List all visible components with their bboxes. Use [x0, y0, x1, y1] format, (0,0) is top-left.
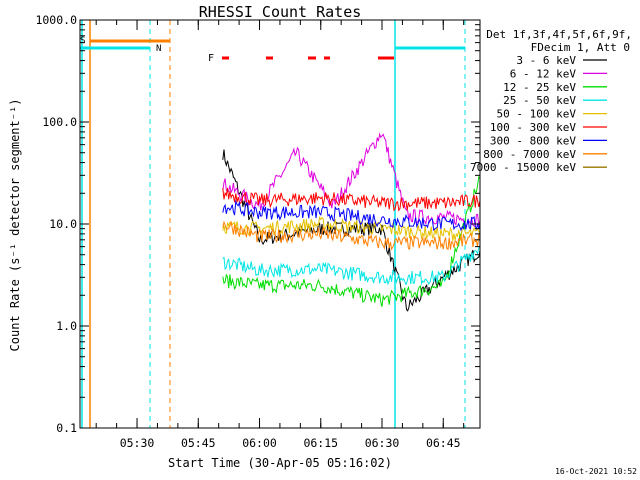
series-line-12-25-keV [222, 175, 481, 307]
series-line-300-800-keV [222, 199, 481, 232]
x-axis: 05:30 05:45 06:00 06:15 06:30 06:45 [95, 20, 465, 450]
legend-label: 6 - 12 keV [510, 67, 577, 80]
x-tick-label: 06:00 [242, 436, 277, 450]
flag-bars: S N F [80, 20, 466, 428]
night-flag-label: N [156, 44, 161, 54]
series-line-800-7000-keV [222, 220, 481, 251]
y-axis-label: Count Rate (s⁻¹ detector segment⁻¹) [8, 99, 22, 352]
legend-label: 25 - 50 keV [503, 94, 576, 107]
x-tick-label: 05:45 [181, 436, 216, 450]
legend-label: 3 - 6 keV [516, 54, 576, 67]
y-tick-label: 0.1 [56, 421, 77, 435]
x-tick-label: 05:30 [120, 436, 155, 450]
series-line-100-300-keV [222, 187, 481, 212]
legend-label: 800 - 7000 keV [483, 148, 576, 161]
y-tick-label: 1.0 [56, 319, 77, 333]
series-line-25-50-keV [222, 246, 481, 286]
x-axis-label: Start Time (30-Apr-05 05:16:02) [168, 456, 392, 470]
y-axis: 0.1 1.0 10.0 100.0 1000.0 [35, 13, 480, 435]
legend-label: 12 - 25 keV [503, 81, 576, 94]
generation-timestamp: 16-Oct-2021 10:52 [555, 467, 637, 476]
series-line-50-100-keV [222, 216, 481, 242]
legend-header-line-2: FDecim 1, Att 0 [531, 41, 630, 54]
legend: Det 1f,3f,4f,5f,6f,9f, FDecim 1, Att 0 3… [470, 28, 632, 174]
flare-flag-label: F [208, 53, 214, 64]
plot-frame [79, 19, 481, 429]
chart-title: RHESSI Count Rates [199, 3, 362, 21]
legend-header-line-1: Det 1f,3f,4f,5f,6f,9f, [486, 28, 632, 41]
x-tick-label: 06:30 [365, 436, 400, 450]
y-tick-label: 10.0 [49, 217, 77, 231]
legend-label: 50 - 100 keV [497, 108, 577, 121]
y-tick-label: 1000.0 [35, 13, 77, 27]
legend-label: 300 - 800 keV [490, 134, 576, 147]
saa-flag-label: S [80, 36, 85, 46]
legend-label: 7000 - 15000 keV [470, 161, 576, 174]
series-lines [222, 132, 481, 312]
legend-label: 100 - 300 keV [490, 121, 576, 134]
x-tick-label: 06:45 [426, 436, 461, 450]
y-tick-label: 100.0 [42, 115, 77, 129]
plot-area: S N F 0.1 1.0 10.0 100.0 1000.0 05:30 05:45 06:0… [35, 13, 481, 450]
x-tick-label: 06:15 [303, 436, 338, 450]
